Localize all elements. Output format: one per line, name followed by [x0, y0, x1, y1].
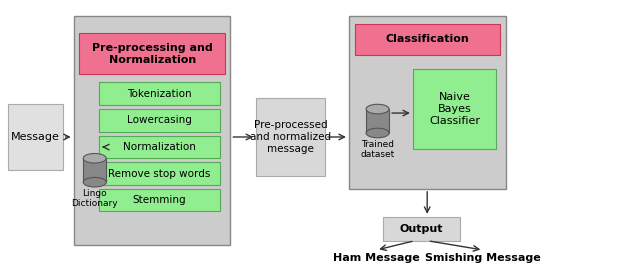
- Text: Classification: Classification: [386, 34, 469, 44]
- FancyBboxPatch shape: [355, 24, 500, 55]
- Ellipse shape: [83, 153, 106, 163]
- Text: Message: Message: [11, 132, 60, 142]
- FancyBboxPatch shape: [256, 98, 325, 176]
- FancyBboxPatch shape: [413, 69, 496, 149]
- FancyBboxPatch shape: [349, 16, 506, 189]
- FancyBboxPatch shape: [383, 217, 460, 241]
- FancyBboxPatch shape: [99, 189, 220, 211]
- Text: Stemming: Stemming: [132, 195, 186, 205]
- Text: Tokenization: Tokenization: [127, 89, 191, 99]
- FancyBboxPatch shape: [99, 109, 220, 132]
- Text: Lingo
Dictionary: Lingo Dictionary: [72, 189, 118, 208]
- Ellipse shape: [366, 104, 389, 114]
- Ellipse shape: [83, 177, 106, 187]
- Text: Naive
Bayes
Classifier: Naive Bayes Classifier: [429, 93, 480, 126]
- FancyBboxPatch shape: [99, 82, 220, 105]
- Polygon shape: [366, 109, 389, 133]
- FancyBboxPatch shape: [99, 162, 220, 185]
- Text: Output: Output: [399, 224, 443, 234]
- FancyBboxPatch shape: [99, 136, 220, 158]
- Text: Lowercasing: Lowercasing: [127, 115, 192, 125]
- Polygon shape: [83, 158, 106, 182]
- Ellipse shape: [366, 128, 389, 138]
- Text: Trained
dataset: Trained dataset: [360, 140, 395, 159]
- Text: Ham Message: Ham Message: [333, 253, 420, 263]
- Text: Pre-processed
and normalized
message: Pre-processed and normalized message: [250, 120, 331, 153]
- Text: Smishing Message: Smishing Message: [426, 253, 541, 263]
- Text: Pre-processing and
Normalization: Pre-processing and Normalization: [92, 43, 212, 65]
- Text: Normalization: Normalization: [123, 142, 196, 152]
- FancyBboxPatch shape: [74, 16, 230, 245]
- FancyBboxPatch shape: [8, 104, 63, 170]
- FancyBboxPatch shape: [79, 33, 225, 74]
- Text: Remove stop words: Remove stop words: [108, 169, 211, 178]
